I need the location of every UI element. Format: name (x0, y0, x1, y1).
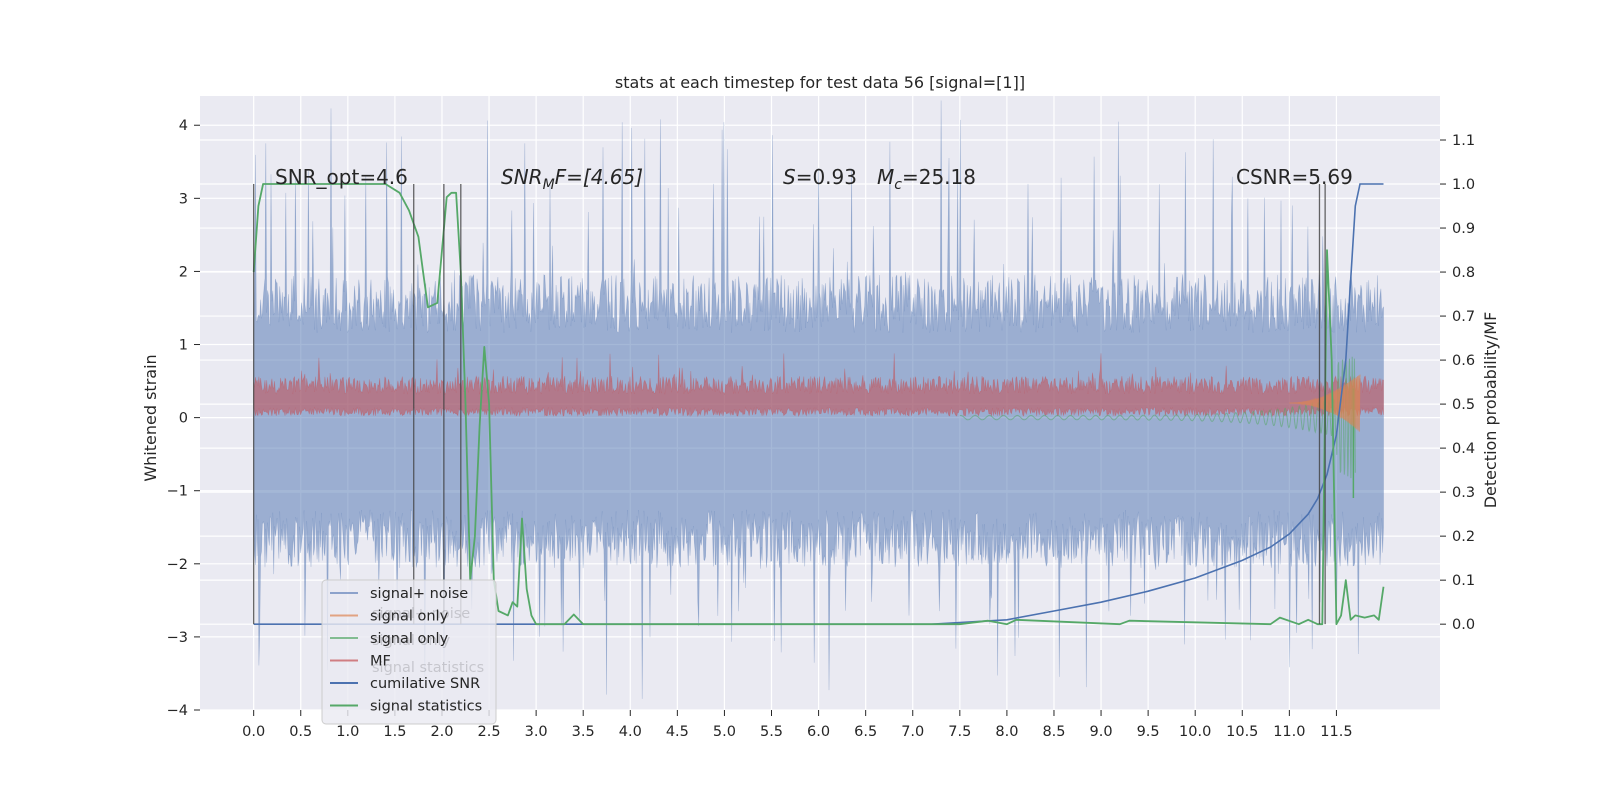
x-tick-label: 3.0 (525, 724, 548, 740)
mc-sub: c (894, 177, 902, 193)
y-tick-label: 4 (179, 118, 188, 134)
snr-opt-annotation: SNR_opt=4.6 (275, 165, 408, 189)
x-tick-label: 11.5 (1320, 724, 1352, 740)
y-tick-label: −4 (167, 703, 188, 719)
mc-symbol: M (877, 165, 894, 189)
x-tick-label: 0.5 (289, 724, 312, 740)
x-tick-label: 10.5 (1226, 724, 1258, 740)
x-tick-label: 5.0 (713, 724, 736, 740)
legend-label: signal only (370, 609, 449, 625)
snr-mf-rest: F=[4.65] (555, 165, 643, 189)
y-right-tick-label: 0.6 (1452, 353, 1475, 369)
y-tick-label: −1 (167, 484, 188, 500)
legend-label: MF (370, 654, 391, 670)
y-right-tick-label: 0.9 (1452, 221, 1475, 237)
snr-mf-sub: M (543, 177, 555, 193)
legend-label: cumilative SNR (370, 676, 480, 692)
snr-mf-base: SNR (501, 165, 543, 189)
csnr-annotation: CSNR=5.69 (1236, 165, 1353, 189)
x-tick-label: 8.0 (995, 724, 1018, 740)
y-right-tick-label: 0.3 (1452, 485, 1475, 501)
legend-label: signal only (370, 631, 449, 647)
legend-ghost-label: signal+ noise (372, 606, 470, 622)
s-annotation: S=0.93 (783, 165, 857, 189)
x-tick-label: 9.5 (1137, 724, 1160, 740)
axes: 0.0 0.5 1.0 1.5 2.0 2.5 3.0 3.5 4.0 4.5 5.0 5.5 6.0 6… (167, 118, 1475, 740)
mc-value: =25.18 (902, 165, 976, 189)
x-tick-label: 7.0 (901, 724, 924, 740)
y-right-tick-label: 1.0 (1452, 177, 1475, 193)
y-right-tick-label: 0.8 (1452, 265, 1475, 281)
y-tick-label: 3 (179, 191, 188, 207)
x-tick-label: 2.0 (430, 724, 453, 740)
y-tick-label: −3 (167, 630, 188, 646)
y-right-tick-label: 1.1 (1452, 133, 1475, 149)
cumulative-snr-line (253, 183, 1384, 626)
y-right-tick-label: 0.5 (1452, 397, 1475, 413)
y-right-tick-label: 0.4 (1452, 441, 1475, 457)
x-tick-label: 1.5 (383, 724, 406, 740)
x-tick-label: 7.5 (948, 724, 971, 740)
vertical-markers (253, 184, 1326, 625)
x-tick-label: 4.5 (666, 724, 689, 740)
x-tick-label: 6.0 (807, 724, 830, 740)
legend-label: signal statistics (370, 699, 482, 715)
x-tick-label: 1.0 (336, 724, 359, 740)
x-tick-label: 0.0 (242, 724, 265, 740)
y-axis-label: Whitened strain (141, 354, 160, 481)
y-tick-label: 0 (179, 411, 188, 427)
y-tick-label: 2 (179, 264, 188, 280)
y-axis-right-label: Detection probability/MF (1481, 312, 1500, 509)
data-layer (252, 100, 1385, 699)
x-tick-label: 2.5 (478, 724, 501, 740)
s-symbol: S (783, 165, 796, 189)
annotations: SNR_opt=4.6 SNRMF=[4.65] S=0.93 Mc=25.18… (275, 165, 1353, 193)
y-tick-label: −2 (167, 557, 188, 573)
legend-label: signal+ noise (370, 586, 468, 602)
y-right-tick-label: 0.7 (1452, 309, 1475, 325)
x-tick-label: 6.5 (854, 724, 877, 740)
mf-series (253, 353, 1384, 418)
s-value: =0.93 (796, 165, 857, 189)
signal-statistics-line (252, 183, 1385, 626)
snr-mf-annotation: SNRMF=[4.65] (501, 165, 643, 193)
legend-box (321, 579, 497, 725)
x-tick-label: 5.5 (760, 724, 783, 740)
y-right-tick-label: 0.2 (1452, 529, 1475, 545)
legend-ghost-label: signal only (372, 633, 451, 649)
legend-ghost-label: signal statistics (372, 660, 484, 676)
x-tick-label: 4.0 (619, 724, 642, 740)
x-tick-label: 8.5 (1042, 724, 1065, 740)
x-tick-label: 9.0 (1090, 724, 1113, 740)
y-right-tick-label: 0.0 (1452, 617, 1475, 633)
x-tick-label: 11.0 (1273, 724, 1305, 740)
y-right-tick-label: 0.1 (1452, 573, 1475, 589)
mc-annotation: Mc=25.18 (877, 165, 976, 193)
x-tick-label: 3.5 (572, 724, 595, 740)
signal-only-green-series (959, 356, 1356, 479)
x-tick-label: 10.0 (1179, 724, 1211, 740)
chart-title: stats at each timestep for test data 56 … (615, 73, 1025, 92)
y-tick-label: 1 (179, 338, 188, 354)
